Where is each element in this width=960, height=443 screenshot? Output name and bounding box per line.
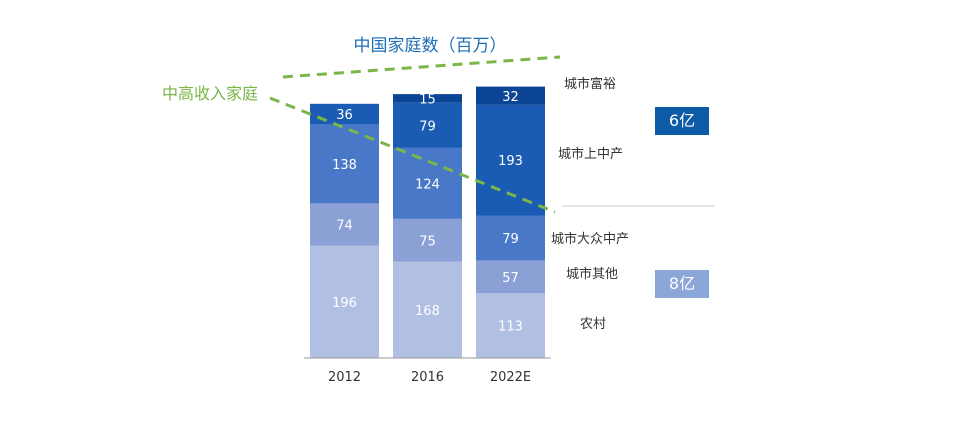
value-label-2016-urban-upper-middle: 79 [419, 119, 436, 134]
bar-2022e-rural [476, 293, 545, 358]
callout-line-top [282, 55, 561, 79]
bar-2016-urban-upper-middle [393, 102, 462, 148]
bar-2012-urban-upper-middle [310, 103, 379, 125]
value-label-2016-urban-affluent: 15 [419, 92, 436, 107]
legend-label-urban-mass-middle: 城市大众中产 [551, 232, 630, 247]
value-label-2016-urban-mass-middle: 124 [415, 177, 440, 192]
legend-label-urban-affluent: 城市富裕 [564, 77, 617, 92]
bar-2022e-urban-other [476, 260, 545, 294]
legend-label-rural: 农村 [580, 317, 607, 332]
bar-2016-urban-affluent [393, 94, 462, 103]
bar-2016-urban-other [393, 218, 462, 262]
legend-label-urban-other: 城市其他 [566, 267, 619, 282]
value-label-2016-rural: 168 [415, 304, 440, 319]
value-label-2022e-urban-mass-middle: 79 [502, 232, 519, 247]
x-tick-label-2022e: 2022E [490, 370, 531, 385]
value-label-2012-urban-mass-middle: 138 [332, 158, 357, 173]
bar-2022e-urban-affluent [476, 86, 545, 105]
bar-2022e-urban-mass-middle [476, 215, 545, 261]
chart-title: 中国家庭数（百万） [353, 36, 507, 56]
bar-2012-rural [310, 245, 379, 358]
badge-800-million: 8亿 [655, 270, 709, 298]
x-tick-label-2016: 2016 [411, 370, 444, 385]
legend-label-urban-upper-middle: 城市上中产 [558, 147, 624, 162]
middle-high-income-callout: 中高收入家庭 [162, 84, 259, 103]
bar-2016-rural [393, 261, 462, 358]
bar-2016-urban-mass-middle [393, 147, 462, 219]
value-label-2022e-rural: 113 [498, 320, 523, 335]
value-label-2012-rural: 196 [332, 296, 357, 311]
value-label-2022e-urban-other: 57 [502, 271, 519, 286]
bar-2022e-urban-upper-middle [476, 105, 545, 216]
x-tick-label-2012: 2012 [328, 370, 361, 385]
value-label-2022e-urban-upper-middle: 193 [498, 154, 523, 169]
value-label-2016-urban-other: 75 [419, 234, 436, 249]
callout-line-bottom [269, 96, 556, 214]
value-label-2012-urban-other: 74 [336, 219, 353, 234]
value-label-2012-urban-upper-middle: 36 [336, 108, 353, 123]
badge-600-million: 6亿 [655, 107, 709, 135]
bar-2012-urban-other [310, 203, 379, 246]
value-label-2022e-urban-affluent: 32 [502, 90, 519, 105]
